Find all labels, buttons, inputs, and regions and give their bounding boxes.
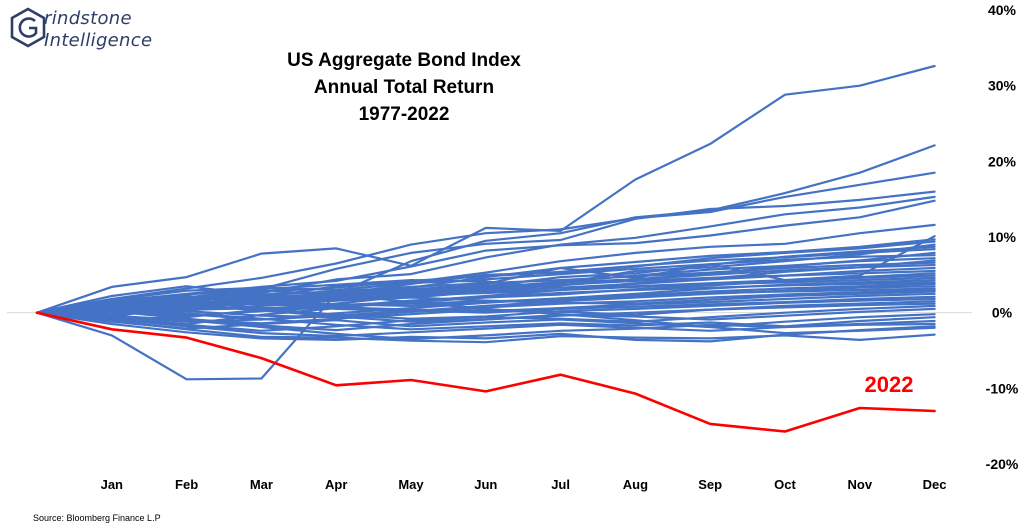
grindstone-logo: rindstone Intelligence <box>8 6 168 56</box>
source-note: Source: Bloomberg Finance L.P <box>33 513 161 523</box>
y-tick-label: 30% <box>988 78 1017 94</box>
y-tick-label: -10% <box>986 380 1019 396</box>
series-line <box>35 171 936 314</box>
x-tick-label: Sep <box>698 477 722 492</box>
series-line <box>35 311 936 341</box>
series-line <box>35 304 936 332</box>
series-line <box>35 288 936 319</box>
series-line <box>35 274 936 314</box>
logo-line-1: rindstone <box>44 8 132 29</box>
y-tick-label: -20% <box>986 456 1019 472</box>
x-tick-label: Aug <box>623 477 648 492</box>
chart-title-line-1: US Aggregate Bond Index <box>287 50 521 71</box>
y-tick-label: 10% <box>988 229 1017 245</box>
series-line <box>35 311 936 344</box>
x-tick-label: Jun <box>474 477 497 492</box>
x-tick-label: Jul <box>551 477 570 492</box>
y-tick-label: 0% <box>992 305 1013 321</box>
chart-title-line-2: Annual Total Return <box>314 77 494 98</box>
series-line <box>35 292 936 322</box>
x-tick-label: Mar <box>250 477 273 492</box>
series-line <box>35 64 936 314</box>
x-tick-label: Apr <box>325 477 347 492</box>
series-line <box>35 254 936 314</box>
x-tick-label: Jan <box>101 477 123 492</box>
x-tick-label: Dec <box>923 477 947 492</box>
series-line-2022 <box>35 311 936 433</box>
x-tick-label: Feb <box>175 477 198 492</box>
y-tick-label: 20% <box>988 153 1017 169</box>
chart-title-line-3: 1977-2022 <box>359 104 450 125</box>
y-tick-label: 40% <box>988 2 1017 18</box>
x-tick-label: May <box>398 477 424 492</box>
series-line <box>35 281 936 314</box>
series-line <box>35 289 936 335</box>
x-tick-label: Oct <box>774 477 796 492</box>
logo-line-2: Intelligence <box>44 30 153 51</box>
series-line <box>35 307 936 332</box>
logo-emblem-icon <box>10 7 46 48</box>
series-line <box>35 144 936 381</box>
annotation-2022: 2022 <box>865 372 914 397</box>
x-tick-label: Nov <box>848 477 873 492</box>
